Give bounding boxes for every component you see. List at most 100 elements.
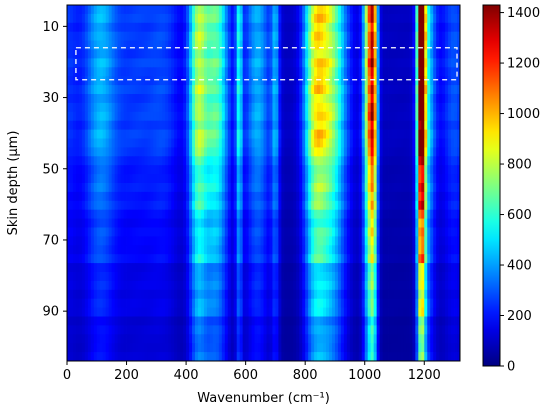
heatmap-cell — [111, 218, 116, 228]
heatmap-cell — [397, 67, 401, 77]
heatmap-cell — [177, 156, 181, 166]
heatmap-cell — [230, 165, 235, 175]
heatmap-cell — [72, 200, 77, 211]
heatmap-cell — [180, 156, 184, 166]
heatmap-cell — [397, 307, 401, 317]
heatmap-cell — [445, 67, 449, 77]
heatmap-cell — [183, 147, 187, 157]
heatmap-cell — [320, 120, 324, 130]
heatmap-cell — [114, 254, 119, 264]
heatmap-cell — [114, 120, 119, 130]
heatmap-cell — [388, 165, 392, 175]
heatmap-cell — [120, 227, 124, 237]
heatmap-cell — [451, 174, 455, 184]
heatmap-cell — [346, 58, 351, 68]
heatmap-cell — [400, 120, 404, 130]
heatmap-cell — [448, 191, 452, 202]
heatmap-cell — [177, 209, 181, 219]
heatmap-cell — [180, 325, 184, 335]
heatmap-cell — [391, 183, 395, 193]
heatmap-cell — [409, 200, 413, 211]
heatmap-cell — [180, 111, 184, 122]
heatmap-cell — [248, 94, 252, 104]
heatmap-cell — [337, 5, 342, 15]
heatmap-cell — [162, 316, 166, 326]
heatmap-cell — [445, 76, 449, 86]
heatmap-cell — [317, 129, 321, 139]
heatmap-cell — [388, 236, 392, 246]
heatmap-cell — [418, 236, 422, 246]
heatmap-cell — [296, 13, 300, 24]
heatmap-cell — [123, 31, 127, 41]
heatmap-cell — [180, 218, 184, 228]
heatmap-cell — [302, 165, 306, 175]
heatmap-cell — [439, 280, 443, 291]
heatmap-cell — [445, 272, 449, 282]
heatmap-cell — [281, 263, 285, 273]
heatmap-cell — [352, 200, 357, 211]
heatmap-cell — [162, 165, 166, 175]
heatmap-cell — [123, 191, 127, 202]
heatmap-cell — [69, 191, 74, 202]
heatmap-cell — [290, 280, 294, 291]
heatmap-cell — [195, 245, 199, 255]
heatmap-cell — [209, 13, 214, 24]
heatmap-cell — [126, 236, 130, 246]
heatmap-cell — [343, 218, 348, 228]
heatmap-cell — [129, 298, 133, 308]
heatmap-cell — [412, 102, 416, 113]
heatmap-cell — [96, 120, 101, 130]
heatmap-cell — [212, 13, 217, 24]
heatmap-cell — [293, 120, 297, 130]
heatmap-cell — [382, 49, 386, 59]
heatmap-cell — [323, 31, 327, 41]
heatmap-cell — [352, 316, 357, 326]
heatmap-cell — [269, 236, 273, 246]
heatmap-cell — [373, 147, 378, 157]
heatmap-cell — [367, 165, 372, 175]
heatmap-cell — [168, 289, 172, 300]
heatmap-cell — [153, 94, 157, 104]
heatmap-cell — [67, 85, 71, 95]
heatmap-cell — [403, 272, 407, 282]
heatmap-cell — [418, 307, 422, 317]
heatmap-cell — [132, 165, 136, 175]
heatmap-cell — [296, 147, 300, 157]
heatmap-cell — [340, 236, 345, 246]
heatmap-cell — [415, 76, 419, 86]
heatmap-cell — [227, 147, 232, 157]
heatmap-cell — [448, 111, 452, 122]
heatmap-cell — [278, 49, 282, 59]
heatmap-cell — [120, 129, 124, 139]
heatmap-cell — [90, 280, 95, 291]
heatmap-cell — [245, 13, 250, 24]
heatmap-cell — [236, 325, 241, 335]
heatmap-cell — [212, 94, 217, 104]
heatmap-cell — [251, 156, 255, 166]
heatmap-cell — [320, 307, 324, 317]
heatmap-cell — [78, 13, 83, 24]
heatmap-cell — [192, 58, 196, 68]
heatmap-cell — [349, 191, 354, 202]
heatmap-cell — [445, 165, 449, 175]
heatmap-cell — [69, 289, 74, 300]
heatmap-cell — [248, 200, 252, 211]
heatmap-cell — [198, 280, 202, 291]
heatmap-cell — [162, 272, 166, 282]
heatmap-cell — [165, 67, 169, 77]
heatmap-cell — [275, 165, 279, 175]
heatmap-cell — [171, 263, 175, 273]
heatmap-cell — [189, 316, 193, 326]
heatmap-cell — [165, 40, 169, 50]
heatmap-cell — [340, 111, 345, 122]
heatmap-cell — [81, 218, 86, 228]
heatmap-cell — [388, 129, 392, 139]
heatmap-cell — [379, 218, 383, 228]
heatmap-cell — [87, 111, 92, 122]
heatmap-cell — [337, 102, 342, 113]
heatmap-cell — [311, 5, 315, 15]
heatmap-cell — [108, 94, 113, 104]
heatmap-cell — [156, 227, 160, 237]
heatmap-cell — [394, 31, 398, 41]
heatmap-cell — [138, 200, 142, 211]
